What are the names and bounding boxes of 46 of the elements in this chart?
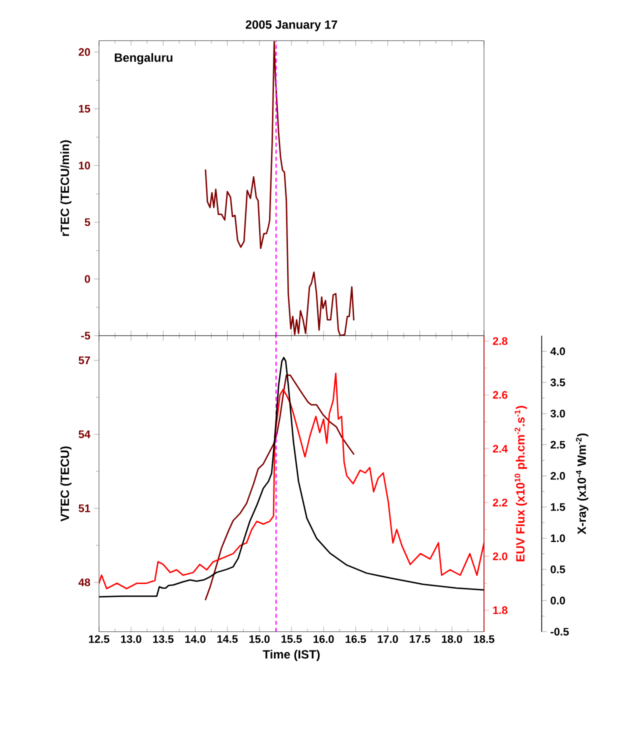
y-tick-label: 20 (78, 48, 90, 56)
x-tick-label: 16.5 (346, 635, 366, 643)
y3-tick-label: 1.0 (550, 534, 565, 542)
x-tick-label: 14.5 (217, 635, 238, 643)
y-tick-label: 54 (78, 430, 90, 438)
chart-title: 2005 January 17 (246, 20, 338, 32)
y3-axis-title: X-ray (x10$^{-4}$ Wm$^{-2}$) (576, 434, 588, 534)
y-axis-title: VTEC (TECU) (60, 446, 72, 522)
y3-tick-label: 2.5 (550, 440, 566, 449)
y3-tick-label: 3.0 (550, 410, 565, 418)
x-tick-label: 15.0 (249, 635, 270, 643)
y2-tick-label: 2.0 (492, 552, 508, 560)
x-tick-label: 16.0 (314, 635, 334, 643)
y-tick-label: 10 (78, 162, 90, 170)
y-tick-label: 0 (84, 275, 90, 283)
y2-tick-label: 2.8 (492, 337, 508, 345)
x-tick-label: 13.0 (121, 635, 142, 643)
y2-tick-label: 2.4 (492, 444, 508, 453)
y-tick-label: 48 (78, 578, 90, 586)
y-tick-label: -5 (81, 332, 90, 340)
x-tick-label: 17.0 (378, 635, 398, 643)
y-tick-label: 5 (84, 218, 90, 226)
x-tick-label: 14.0 (185, 635, 206, 643)
y3-tick-label: 3.5 (550, 378, 566, 386)
x-tick-label: 13.5 (153, 635, 174, 643)
x-tick-label: 18.0 (442, 635, 462, 643)
x-axis-title: Time (IST) (262, 650, 320, 661)
y3-tick-label: 4.0 (550, 347, 565, 356)
y-tick-label: 51 (78, 504, 90, 512)
y3-tick-label: 2.0 (550, 472, 565, 480)
y2-tick-label: 2.6 (492, 391, 508, 399)
y2-tick-label: 2.2 (492, 498, 508, 506)
x-tick-label: 17.5 (410, 635, 430, 643)
y2-tick-label: 1.8 (493, 606, 508, 614)
x-tick-label: 18.5 (474, 635, 494, 643)
y3-tick-label: 0.0 (550, 596, 565, 604)
x-tick-label: 15.5 (282, 635, 302, 643)
y-tick-label: 15 (78, 104, 90, 113)
y2-axis-title: EUV Flux (x10$^{10}$ ph.cm$^{-2}$.s$^{-1}$) (514, 406, 527, 562)
y3-tick-label: 1.5 (550, 503, 566, 511)
y-axis-title: rTEC (TECU/min) (60, 140, 72, 236)
y3-tick-label: 0.5 (550, 566, 566, 574)
y3-tick-label: -0.5 (550, 628, 569, 636)
y-tick-label: 57 (78, 356, 90, 364)
x-tick-label: 12.5 (89, 635, 110, 643)
annotation: Bengaluru (114, 53, 172, 64)
